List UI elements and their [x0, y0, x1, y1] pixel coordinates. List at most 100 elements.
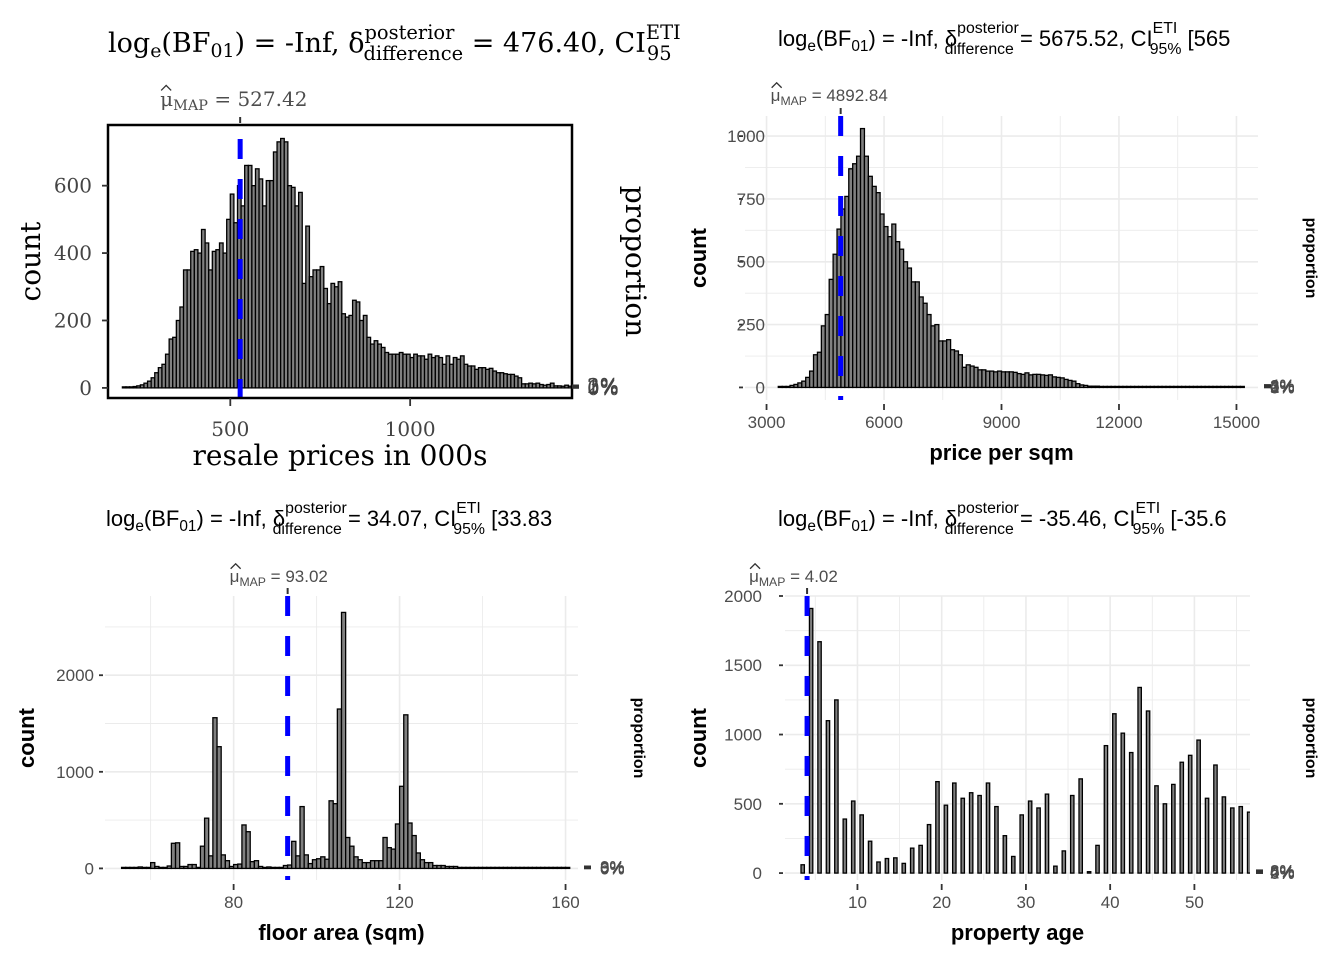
histogram-bars	[120, 611, 571, 870]
y-tick-label: 2000	[724, 587, 762, 606]
y2-tick-label: 6%	[600, 858, 625, 877]
map-label: μMAP = 93.02	[230, 567, 328, 589]
histogram-bar	[1086, 871, 1092, 874]
x-tick-label: 160	[551, 893, 579, 912]
x-axis-label: floor area (sqm)	[258, 920, 424, 945]
histogram-bar	[1061, 850, 1067, 874]
x-tick-label: 15000	[1213, 413, 1260, 432]
histogram-bar	[203, 817, 210, 870]
hat-icon	[771, 81, 783, 89]
histogram-bar	[651, 387, 655, 388]
histogram-bar	[684, 387, 688, 388]
histogram-bars	[800, 607, 1343, 874]
histogram-bar	[1179, 761, 1185, 874]
plot-title: loge(BF01) = -Inf, δposterior difference …	[778, 20, 1230, 58]
title-delta-value: = 476.40, CI	[463, 28, 646, 59]
title-delta-sub: difference	[945, 41, 1014, 58]
histogram-bar	[1196, 739, 1201, 874]
histogram-bar	[1078, 778, 1084, 874]
histogram-bar	[673, 387, 677, 388]
title-ci-sub: 95	[647, 42, 672, 65]
histogram-bar	[662, 387, 666, 388]
title-bf-value: ) = -Inf, δ	[235, 28, 365, 59]
y-tick-label: 0	[753, 864, 762, 883]
histogram-bar	[723, 387, 727, 388]
title-bf: (BF	[816, 506, 851, 531]
histogram-bar	[1340, 850, 1343, 874]
map-subscript: MAP	[173, 98, 208, 114]
histogram-bar	[658, 387, 662, 388]
title-bf: (BF	[161, 28, 210, 59]
hat-icon	[160, 84, 172, 91]
title-ci-sup: ETI	[1136, 500, 1161, 517]
title-log: log	[778, 506, 807, 531]
title-bf-sub: 01	[851, 518, 868, 535]
title-ci-value: [33.83	[485, 506, 552, 531]
histogram-bar	[694, 387, 698, 388]
histogram-bar	[842, 818, 848, 874]
histogram-bar	[968, 792, 974, 874]
title-bf: (BF	[816, 26, 851, 51]
histogram-bar	[730, 387, 734, 388]
histogram-bar	[1239, 385, 1245, 389]
panel-bottom-right: 0 500 1000 1500 2000 0%2%4%6%8% 10 20 30 40 50 prop…	[686, 500, 1343, 945]
histogram-bar	[1298, 856, 1301, 873]
y-tick-label: 750	[737, 190, 765, 209]
title-log: log	[108, 28, 150, 59]
panel-border	[106, 123, 574, 400]
y2-tick-label: 6%	[1270, 862, 1295, 881]
x-tick-label: 120	[385, 893, 413, 912]
y2-axis-label: proportion	[1302, 218, 1319, 299]
map-mu-symbol: μ	[749, 567, 759, 586]
y-tick-label: 1000	[724, 725, 762, 744]
title-log-base: e	[807, 518, 816, 535]
histogram-bar	[564, 866, 571, 870]
title-log: log	[778, 26, 807, 51]
histogram-bar	[1162, 803, 1168, 874]
y2-tick-label: 2%	[1270, 863, 1295, 882]
y-tick-label: 500	[737, 253, 765, 272]
title-ci-sup: ETI	[1153, 20, 1178, 37]
histogram-bar	[1246, 811, 1250, 874]
histogram-bar	[1332, 848, 1335, 873]
histogram-bar	[727, 387, 731, 388]
map-equals: = 4.02	[785, 567, 837, 586]
map-mu-symbol: μ	[771, 86, 781, 105]
histogram-bar	[626, 387, 630, 388]
histogram-bar	[1229, 807, 1235, 874]
y2-tick-label: 8%	[1270, 861, 1295, 880]
y2-tick-label: 1%	[587, 375, 619, 399]
y-axis-label: count	[686, 707, 711, 768]
histogram-bar	[299, 805, 305, 870]
title-delta-sub: difference	[945, 521, 1014, 538]
title-log-base: e	[135, 518, 144, 535]
histogram-bar	[224, 860, 231, 870]
y-tick-label: 600	[54, 174, 92, 198]
histogram-bar	[403, 714, 409, 870]
y2-tick-label: 3%	[587, 373, 619, 397]
y-tick-label: 0	[756, 378, 765, 397]
map-mu-symbol: μ	[160, 87, 173, 111]
histogram-bar	[977, 794, 982, 874]
x-tick-label: 30	[1016, 893, 1035, 912]
x-axis-label: property age	[951, 920, 1084, 945]
title-delta-value: = 5675.52, CI	[1014, 26, 1153, 51]
y2-axis-label: proportion	[619, 186, 652, 337]
histogram-bar	[1044, 793, 1050, 874]
title-ci-sup: ETI	[456, 500, 481, 517]
histogram-bar	[1315, 795, 1318, 873]
histogram-bar	[633, 387, 637, 388]
title-ci-sub: 95%	[1133, 521, 1165, 538]
histogram-bar	[1323, 866, 1326, 873]
histogram-bar	[935, 780, 940, 874]
y2-tick-label: 0%	[587, 376, 619, 400]
title-delta-sub: difference	[363, 42, 463, 65]
y2-tick-label: 4%	[1270, 863, 1295, 882]
y-tick-label: 0	[85, 859, 94, 878]
histogram-bar	[669, 387, 673, 388]
map-equals: = 93.02	[266, 567, 328, 586]
title-ci-sup: ETI	[646, 21, 681, 44]
y2-axis-label: proportion	[630, 698, 647, 779]
histogram-bar	[1204, 797, 1210, 874]
histogram-bar	[734, 387, 738, 388]
